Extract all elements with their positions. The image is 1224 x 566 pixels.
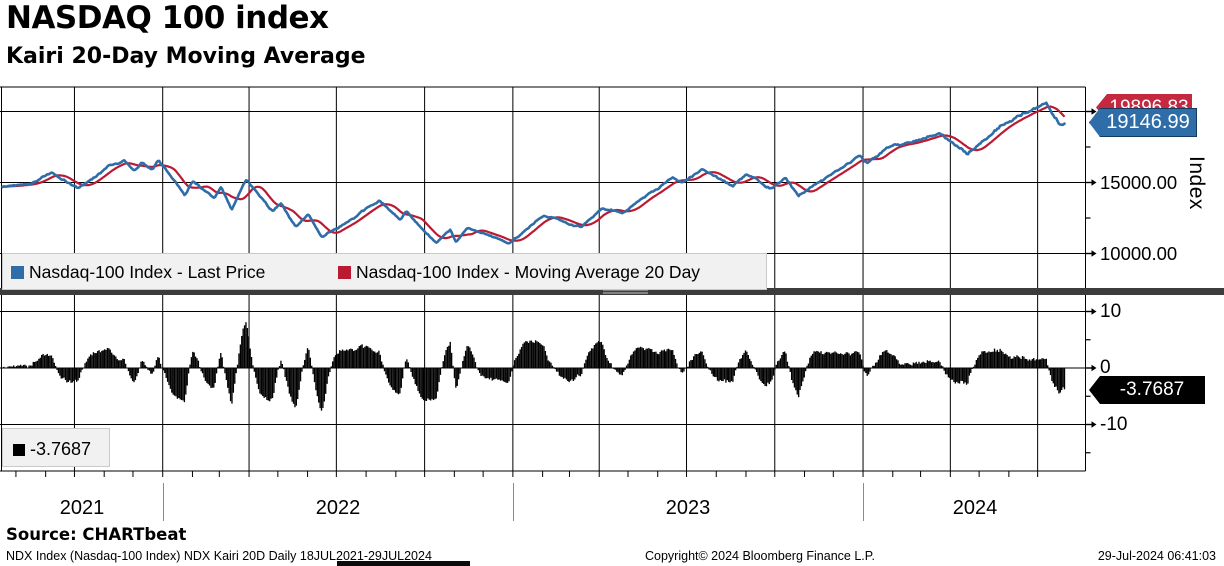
price-line[interactable]: [1, 101, 1066, 245]
ytick-15000: 15000.00: [1100, 172, 1178, 193]
legend-label: Nasdaq-100 Index - Moving Average 20 Day: [356, 262, 701, 282]
year-divider: [163, 483, 164, 521]
panel-splitter[interactable]: [0, 288, 1224, 295]
ytick-zero: 0: [1100, 357, 1111, 378]
xtick-2021: 2021: [59, 497, 105, 519]
year-divider: [513, 483, 514, 521]
top-legend: Nasdaq-100 Index - Last Price Nasdaq-100…: [2, 253, 767, 290]
kairi-value-badge[interactable]: -3.7687: [1089, 376, 1205, 404]
last-price-badge[interactable]: 19146.99: [1089, 108, 1197, 137]
bottom-black-strip: [337, 561, 470, 566]
footer-copyright: Copyright© 2024 Bloomberg Finance L.P.: [645, 549, 875, 563]
ytick-plus10: 10: [1100, 301, 1122, 322]
page-subtitle: Kairi 20-Day Moving Average: [6, 44, 366, 69]
bottom-plot-area[interactable]: [2, 298, 1085, 471]
ma-line[interactable]: [2, 105, 1066, 242]
xtick-2024: 2024: [952, 497, 998, 519]
xtick-2023: 2023: [665, 497, 711, 519]
year-divider: [863, 483, 864, 521]
page-title: NASDAQ 100 index: [6, 0, 329, 36]
legend-item-kairi[interactable]: -3.7687: [13, 439, 91, 460]
legend-item-last-price[interactable]: Nasdaq-100 Index - Last Price: [11, 262, 265, 283]
kairi-swatch-icon: [13, 443, 25, 456]
y-axis-title: Index: [1185, 156, 1208, 210]
ytick-minus10: -10: [1100, 414, 1128, 435]
ytick-10000: 10000.00: [1100, 243, 1178, 264]
kairi-bars[interactable]: [3, 322, 1066, 411]
xtick-2022: 2022: [315, 497, 361, 519]
kairi-legend: -3.7687: [2, 428, 110, 467]
footer-security-info: NDX Index (Nasdaq-100 Index) NDX Kairi 2…: [6, 549, 432, 563]
axis-ticks: [15, 108, 1097, 477]
legend-item-moving-average[interactable]: Nasdaq-100 Index - Moving Average 20 Day: [338, 262, 700, 283]
last-price-swatch-icon: [11, 266, 24, 279]
source-credit: Source: CHARTbeat: [6, 525, 187, 544]
moving-average-swatch-icon: [338, 266, 351, 279]
legend-label: Nasdaq-100 Index - Last Price: [29, 262, 266, 282]
footer-timestamp: 29-Jul-2024 06:41:03: [1097, 549, 1216, 563]
kairi-legend-value: -3.7687: [30, 439, 92, 459]
